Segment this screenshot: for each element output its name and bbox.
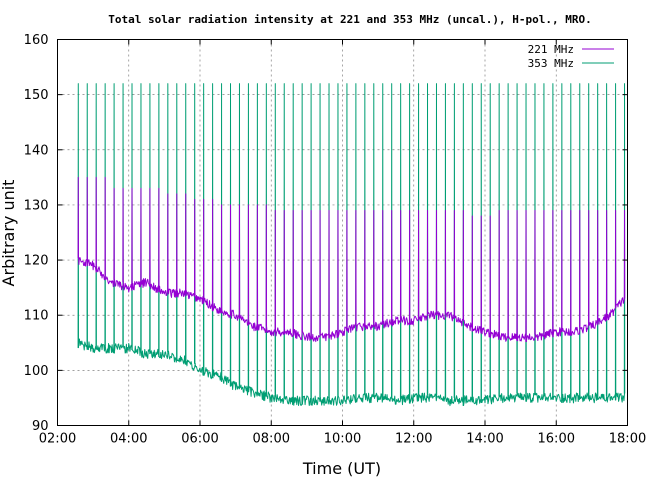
series-layer bbox=[77, 83, 626, 407]
series-line bbox=[77, 176, 626, 343]
y-tick-label: 160 bbox=[24, 33, 49, 48]
x-tick-label: 14:00 bbox=[466, 432, 503, 447]
plot-frame bbox=[57, 39, 628, 426]
y-tick-label: 120 bbox=[24, 254, 49, 269]
x-tick-label: 12:00 bbox=[395, 432, 432, 447]
x-axis: 02:00 04:00 06:00 08:00 10:00 12:00 14:00 16:00… bbox=[39, 39, 646, 447]
x-tick-label: 16:00 bbox=[538, 432, 575, 447]
legend-label: 221 MHz bbox=[528, 43, 574, 56]
x-tick-label: 10:00 bbox=[324, 432, 361, 447]
plot-area bbox=[57, 39, 628, 426]
x-tick-label: 04:00 bbox=[110, 432, 147, 447]
x-tick-label: 08:00 bbox=[253, 432, 290, 447]
series-line bbox=[77, 83, 626, 407]
y-tick-label: 100 bbox=[24, 364, 49, 379]
y-tick-label: 130 bbox=[24, 198, 49, 213]
y-axis-label: Arbitrary unit bbox=[0, 180, 18, 287]
y-axis: 90 100 110 120 130 140 150 160 bbox=[24, 33, 628, 434]
y-tick-label: 90 bbox=[32, 419, 49, 434]
y-tick-label: 150 bbox=[24, 88, 49, 103]
x-tick-label: 18:00 bbox=[609, 432, 646, 447]
legend-label: 353 MHz bbox=[528, 57, 574, 70]
chart-title: Total solar radiation intensity at 221 a… bbox=[108, 13, 591, 26]
x-tick-label: 02:00 bbox=[39, 432, 76, 447]
x-tick-label: 06:00 bbox=[181, 432, 218, 447]
x-axis-label: Time (UT) bbox=[302, 459, 381, 478]
y-tick-label: 140 bbox=[24, 143, 49, 158]
y-tick-label: 110 bbox=[24, 309, 49, 324]
legend-item: 221 MHz bbox=[528, 43, 614, 56]
legend: 221 MHz 353 MHz bbox=[528, 43, 614, 70]
grid bbox=[57, 39, 628, 426]
legend-item: 353 MHz bbox=[528, 57, 614, 70]
